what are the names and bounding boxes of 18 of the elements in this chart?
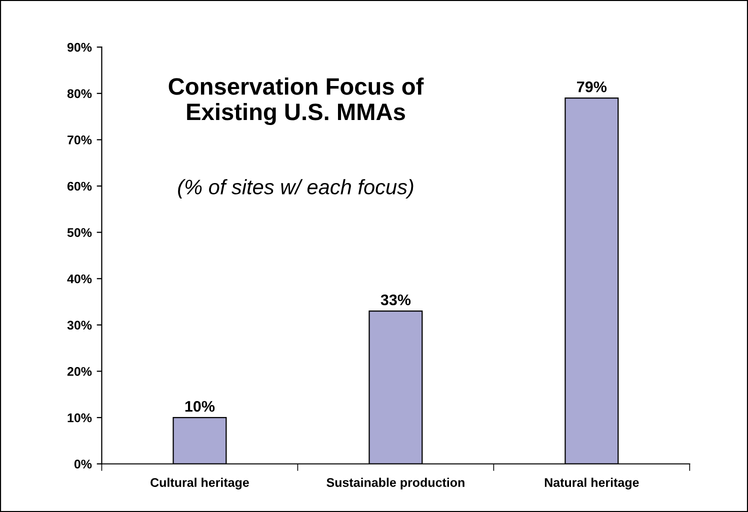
x-tick-label: Cultural heritage	[150, 478, 249, 490]
y-tick-label: 90%	[67, 42, 92, 52]
y-tick-label: 70%	[68, 136, 92, 144]
y-tick-label: 80%	[67, 89, 92, 98]
y-tick-label: 10%	[68, 413, 92, 422]
y-tick-label: 0%	[74, 460, 92, 469]
data-label: 79%	[577, 81, 607, 92]
y-tick-label: 40%	[67, 274, 92, 284]
data-label: 10%	[185, 400, 215, 412]
x-tick-label: Sustainable production	[326, 478, 464, 490]
x-tick-label: Natural heritage	[544, 478, 639, 490]
y-tick-label: 60%	[67, 182, 92, 191]
text: Conservation Focus of Existing U.S. MMAs	[168, 78, 424, 126]
data-label: 33%	[380, 294, 411, 306]
text: (% of sites w/ each focus)	[178, 179, 414, 199]
y-tick-label: 50%	[67, 228, 92, 237]
y-tick-label: 20%	[67, 367, 92, 376]
y-tick-label: 30%	[67, 320, 92, 330]
